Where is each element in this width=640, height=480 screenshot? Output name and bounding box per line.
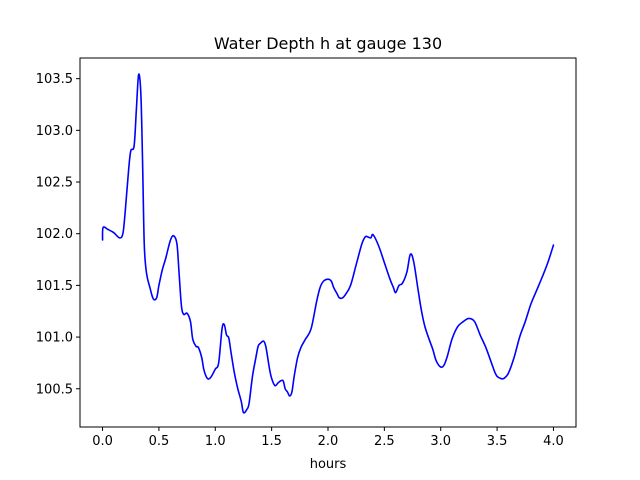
x-tick-label: 3.0 [430, 434, 451, 449]
y-tick-label: 102.5 [36, 176, 73, 191]
y-tick-label: 103.0 [36, 124, 73, 139]
x-tick-label: 2.0 [318, 434, 339, 449]
x-tick-label: 3.5 [487, 434, 508, 449]
x-axis-label: hours [310, 457, 347, 472]
x-tick-label: 2.5 [374, 434, 395, 449]
x-tick-label: 1.0 [205, 434, 226, 449]
series-line-0 [101, 73, 555, 414]
plot-area [80, 58, 576, 427]
x-tick-label: 0.0 [92, 434, 113, 449]
y-tick-label: 101.0 [36, 331, 73, 346]
x-tick-label: 4.0 [543, 434, 564, 449]
y-tick-label: 101.5 [36, 279, 73, 294]
x-tick-label: 0.5 [149, 434, 170, 449]
y-tick-label: 102.0 [36, 227, 73, 242]
series-layer [101, 73, 555, 414]
x-tick-label: 1.5 [261, 434, 282, 449]
y-axis: 100.5 101.0 101.5 102.0 102.5 103.0 103.5 [36, 72, 80, 397]
y-tick-label: 100.5 [36, 382, 73, 397]
x-axis: 0.0 0.5 1.0 1.5 2.0 2.5 3.0 3.5 4.0 [92, 427, 564, 449]
y-tick-label: 103.5 [36, 72, 73, 87]
chart-title: Water Depth h at gauge 130 [214, 34, 442, 53]
